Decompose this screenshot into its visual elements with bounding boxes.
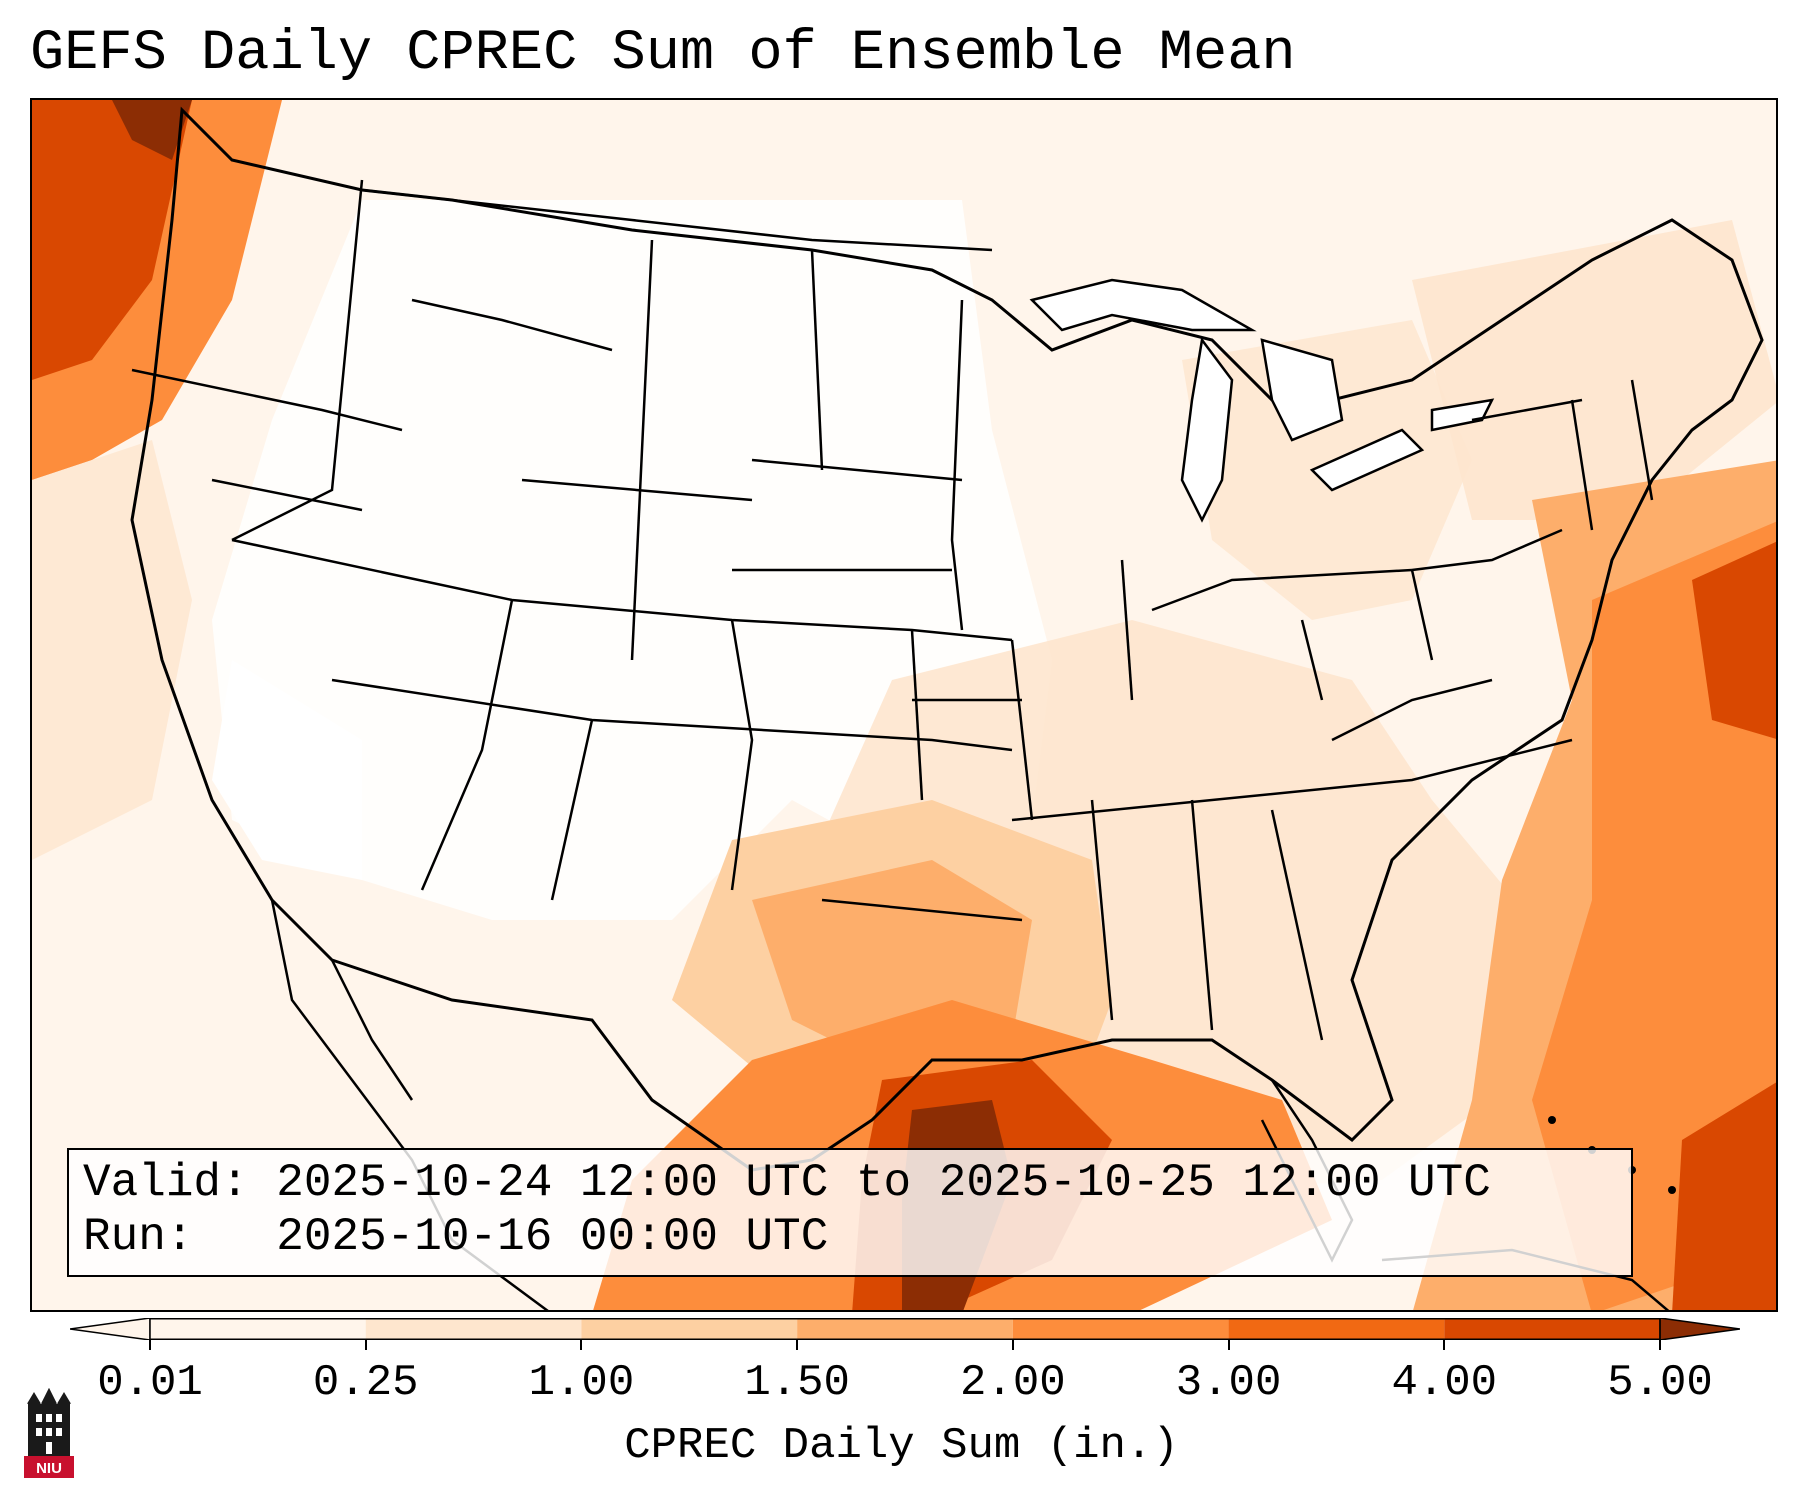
colorbar-tick-mark bbox=[1659, 1340, 1661, 1350]
colorbar-tick-mark bbox=[796, 1340, 799, 1350]
colorbar-tick-mark bbox=[1011, 1340, 1014, 1350]
lake-superior bbox=[1029, 278, 1257, 332]
colorbar-segment bbox=[365, 1318, 582, 1340]
colorbar-tick-mark bbox=[1227, 1340, 1230, 1350]
precip-region-pnw-max bbox=[112, 100, 192, 160]
colorbar-extend-max bbox=[1659, 1318, 1740, 1340]
canada-border bbox=[361, 188, 993, 252]
lake-michigan bbox=[1180, 336, 1234, 523]
colorbar-tick-mark bbox=[149, 1340, 151, 1350]
lake-huron bbox=[1260, 338, 1344, 442]
valid-run-info: Valid: 2025-10-24 12:00 UTC to 2025-10-2… bbox=[67, 1148, 1633, 1277]
precip-band-northeast bbox=[1412, 220, 1776, 520]
dry-area-great-basin bbox=[212, 660, 362, 880]
dry-area-interior bbox=[212, 200, 1052, 920]
colorbar-segment bbox=[150, 1318, 366, 1340]
us-outline bbox=[130, 106, 1764, 1172]
logo-text: NIU bbox=[36, 1460, 62, 1477]
niu-logo: NIU bbox=[24, 1388, 74, 1478]
precip-map bbox=[32, 100, 1776, 1310]
colorbar-tick-mark bbox=[580, 1340, 583, 1350]
valid-line: Valid: 2025-10-24 12:00 UTC to 2025-10-2… bbox=[83, 1156, 1617, 1210]
precip-region-atlantic-core bbox=[1692, 541, 1776, 739]
lake-ontario bbox=[1430, 398, 1495, 432]
colorbar-tick-mark bbox=[1443, 1340, 1446, 1350]
colorbar-segment bbox=[1228, 1318, 1445, 1340]
colorbar-segment bbox=[1012, 1318, 1229, 1340]
state-boundaries bbox=[131, 179, 1654, 1041]
map-title: GEFS Daily CPREC Sum of Ensemble Mean bbox=[30, 22, 1296, 86]
colorbar-extend-min bbox=[70, 1318, 151, 1340]
colorbar-tick-label: 3.00 bbox=[1175, 1358, 1282, 1408]
precip-region-pacific-offshore bbox=[32, 440, 192, 860]
colorbar-label: CPREC Daily Sum (in.) bbox=[624, 1421, 1179, 1471]
lake-erie bbox=[1309, 428, 1425, 492]
valid-label: Valid: bbox=[83, 1157, 249, 1209]
colorbar-segment bbox=[581, 1318, 798, 1340]
colorbar-tick-mark bbox=[364, 1340, 367, 1350]
precip-region-pnw-heavy bbox=[32, 100, 192, 380]
run-value: 2025-10-16 00:00 UTC bbox=[276, 1211, 829, 1263]
colorbar-tick-label: 5.00 bbox=[1607, 1358, 1713, 1408]
colorbar-segment bbox=[797, 1318, 1013, 1340]
colorbar-tick-label: 1.00 bbox=[528, 1358, 635, 1408]
colorbar bbox=[70, 1318, 1740, 1340]
map-panel bbox=[30, 98, 1778, 1312]
colorbar-tick-label: 2.00 bbox=[960, 1358, 1066, 1408]
logo-banner bbox=[24, 1456, 74, 1478]
run-label: Run: bbox=[83, 1211, 194, 1263]
run-line: Run: 2025-10-16 00:00 UTC bbox=[83, 1210, 1617, 1264]
valid-value: 2025-10-24 12:00 UTC to 2025-10-25 12:00… bbox=[276, 1157, 1491, 1209]
colorbar-tick-label: 0.01 bbox=[97, 1358, 203, 1408]
precip-region-bahamas bbox=[1672, 1082, 1776, 1310]
colorbar-tick-label: 1.50 bbox=[744, 1358, 850, 1408]
colorbar-tick-label: 4.00 bbox=[1391, 1358, 1498, 1408]
colorbar-outline bbox=[149, 1318, 1661, 1340]
colorbar-segment bbox=[1444, 1318, 1660, 1340]
colorbar-tick-label: 0.25 bbox=[312, 1358, 419, 1408]
